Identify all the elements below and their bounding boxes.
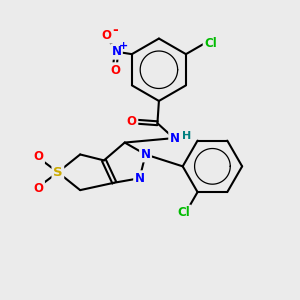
Text: +: + bbox=[119, 41, 128, 51]
Text: O: O bbox=[102, 29, 112, 42]
Text: N: N bbox=[140, 148, 151, 161]
Text: N: N bbox=[135, 172, 145, 185]
Text: S: S bbox=[53, 166, 63, 179]
Text: Cl: Cl bbox=[204, 37, 217, 50]
Text: H: H bbox=[182, 131, 191, 141]
Text: Cl: Cl bbox=[177, 206, 190, 219]
Text: O: O bbox=[34, 182, 44, 194]
Text: N: N bbox=[111, 45, 122, 58]
Text: O: O bbox=[34, 150, 44, 163]
Text: N: N bbox=[170, 132, 180, 145]
Text: -: - bbox=[112, 23, 118, 38]
Text: O: O bbox=[110, 64, 120, 77]
Text: O: O bbox=[127, 115, 137, 128]
